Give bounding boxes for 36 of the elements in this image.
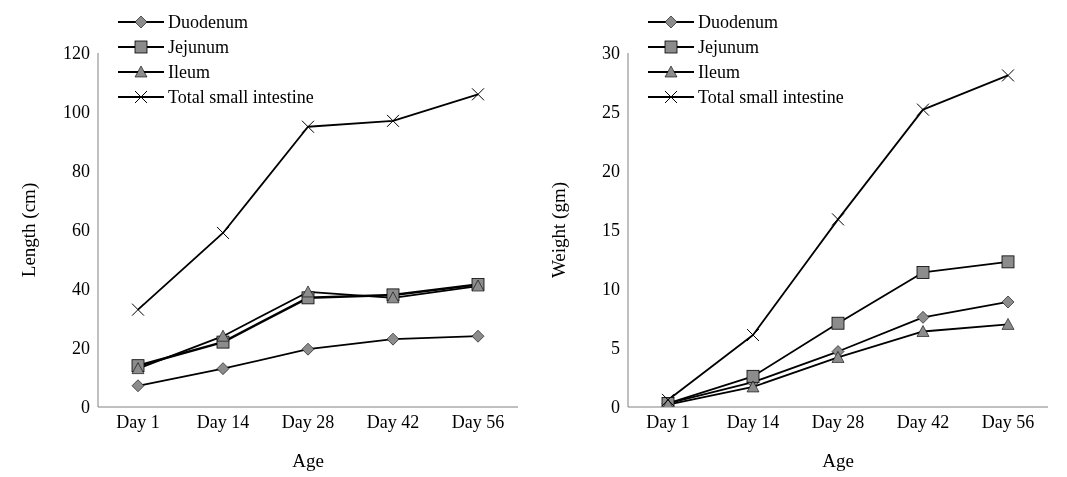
y-tick-label: 5 xyxy=(611,338,620,359)
y-tick-label: 25 xyxy=(602,102,620,123)
x-tick-label: Day 14 xyxy=(726,411,780,432)
legend-label: Total small intestine xyxy=(698,87,844,107)
x-tick-label: Day 1 xyxy=(116,411,160,432)
x-axis-title: Age xyxy=(292,450,324,471)
y-tick-label: 20 xyxy=(602,161,620,182)
x-tick-label: Day 28 xyxy=(281,411,335,432)
legend-label: Ileum xyxy=(168,62,210,82)
y-tick-label: 100 xyxy=(63,102,90,123)
x-tick-label: Day 14 xyxy=(196,411,250,432)
y-tick-label: 0 xyxy=(81,397,90,418)
legend-label: Duodenum xyxy=(168,12,248,32)
y-tick-label: 60 xyxy=(72,220,90,241)
legend-label: Jejunum xyxy=(168,37,229,57)
y-tick-label: 120 xyxy=(63,43,90,64)
x-tick-label: Day 28 xyxy=(811,411,865,432)
y-tick-label: 40 xyxy=(72,279,90,300)
y-tick-label: 80 xyxy=(72,161,90,182)
y-tick-label: 10 xyxy=(602,279,620,300)
x-tick-label: Day 56 xyxy=(981,411,1035,432)
legend-label: Total small intestine xyxy=(168,87,314,107)
x-tick-label: Day 1 xyxy=(646,411,690,432)
x-tick-label: Day 56 xyxy=(451,411,505,432)
y-axis-title: Length (cm) xyxy=(17,182,40,278)
legend-label: Jejunum xyxy=(698,37,759,57)
y-tick-label: 30 xyxy=(602,43,620,64)
x-tick-label: Day 42 xyxy=(896,411,950,432)
y-axis-title: Weight (gm) xyxy=(547,181,570,279)
y-tick-label: 15 xyxy=(602,220,620,241)
y-tick-label: 20 xyxy=(72,338,90,359)
x-axis-title: Age xyxy=(822,450,854,471)
x-tick-label: Day 42 xyxy=(366,411,420,432)
y-tick-label: 0 xyxy=(611,397,620,418)
legend-label: Duodenum xyxy=(698,12,778,32)
legend-label: Ileum xyxy=(698,62,740,82)
